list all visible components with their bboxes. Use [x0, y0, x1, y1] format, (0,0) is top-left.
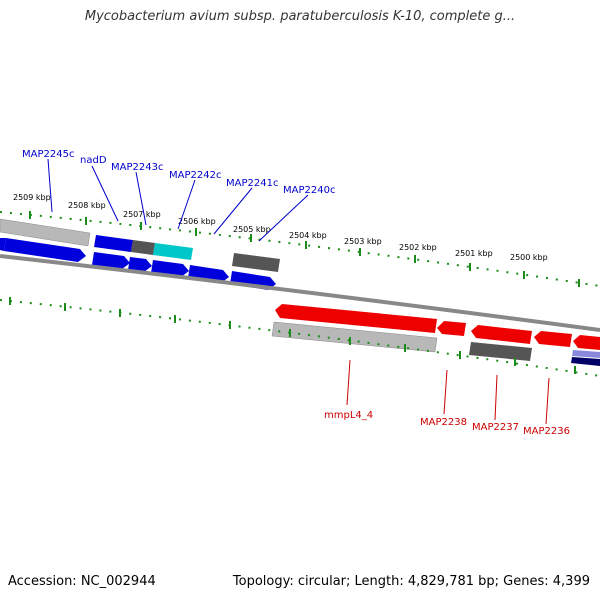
gene-label[interactable]: MAP2237 [472, 422, 519, 433]
forward-cds [94, 235, 133, 252]
reverse-cds-arrow [534, 331, 572, 347]
other-feature [232, 253, 280, 272]
reverse-label-connectors [346, 359, 550, 425]
forward-cds-arrow [4, 238, 86, 262]
forward-label-connectors [47, 158, 309, 242]
forward-cds-arrow [128, 257, 152, 272]
tick-label: 2507 kbp [123, 210, 161, 219]
tick-label: 2500 kbp [510, 253, 548, 262]
gene-label[interactable]: MAP2238 [420, 417, 467, 428]
tick-label: 2504 kbp [289, 231, 327, 240]
map-title: Mycobacterium avium subsp. paratuberculo… [84, 9, 516, 24]
tick-label: 2503 kbp [344, 237, 382, 246]
gene-label[interactable]: MAP2241c [226, 178, 278, 189]
inner-tick-arc [0, 299, 600, 377]
accession-text: Accession: NC_002944 [8, 574, 156, 589]
reverse-cds-arrow [471, 325, 532, 344]
tick-label: 2502 kbp [399, 243, 437, 252]
light-feature [271, 321, 438, 353]
reverse-cds-arrow [275, 304, 437, 333]
gene-label[interactable]: MAP2243c [111, 162, 163, 173]
tick-label: 2508 kbp [68, 201, 106, 210]
reverse-cds-arrow [437, 321, 466, 336]
forward-cds-arrow [0, 238, 6, 251]
other-feature [469, 342, 532, 361]
reverse-gene-labels: mmpL4_4 MAP2238 MAP2237 MAP2236 [324, 410, 570, 437]
genome-meta-text: Topology: circular; Length: 4,829,781 bp… [232, 574, 590, 589]
tick-labels: 2509 kbp 2508 kbp 2507 kbp 2506 kbp 2505… [13, 193, 548, 262]
tick-label: 2505 kbp [233, 225, 271, 234]
gene-label[interactable]: MAP2242c [169, 170, 221, 181]
gene-label[interactable]: MAP2236 [523, 426, 570, 437]
light-feature [0, 218, 91, 247]
backbone-line [0, 254, 600, 332]
other-feature [131, 240, 155, 255]
reverse-strand-features [271, 304, 600, 366]
inner-major-ticks [9, 297, 576, 374]
forward-gene-labels: MAP2245c nadD MAP2243c MAP2242c MAP2241c… [22, 149, 335, 196]
gene-label[interactable]: mmpL4_4 [324, 410, 373, 421]
tick-label: 2509 kbp [13, 193, 51, 202]
lavender-feature [572, 350, 600, 358]
gene-label[interactable]: nadD [80, 155, 107, 166]
tick-label: 2501 kbp [455, 249, 493, 258]
reverse-cds-arrow [573, 335, 600, 350]
tick-label: 2506 kbp [178, 217, 216, 226]
outer-major-ticks [29, 211, 580, 287]
forward-cds-arrow [92, 252, 130, 269]
gene-label[interactable]: MAP2240c [283, 185, 335, 196]
outer-tick-arc [0, 211, 600, 287]
highlight-feature [153, 243, 193, 260]
gene-label[interactable]: MAP2245c [22, 149, 74, 160]
dark-blue-feature [571, 357, 600, 366]
forward-strand-features [0, 218, 280, 290]
